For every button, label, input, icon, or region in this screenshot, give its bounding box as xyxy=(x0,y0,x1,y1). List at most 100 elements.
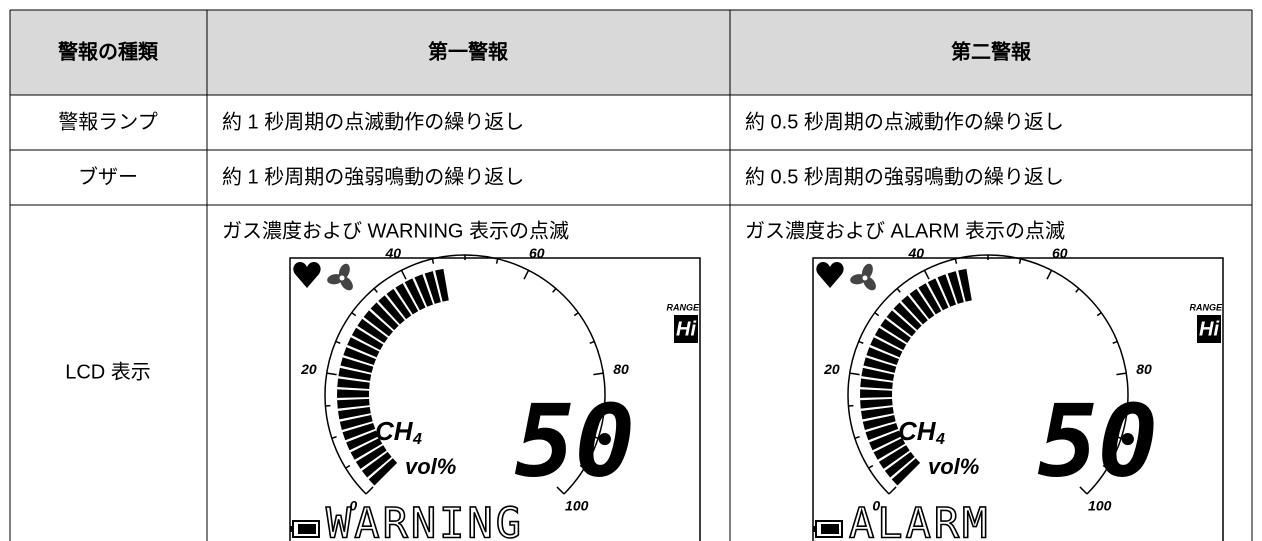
gauge-segment xyxy=(901,295,928,325)
scale-label: 80 xyxy=(1136,361,1152,377)
gauge-tick xyxy=(874,312,880,317)
cell-text: 約 1 秒周期の強弱鳴動の繰り返し xyxy=(222,165,524,188)
gauge-segment xyxy=(340,357,374,373)
gauge-segment xyxy=(363,310,393,337)
header-cell: 第二警報 xyxy=(951,39,1032,63)
gauge-segment xyxy=(880,318,911,344)
gauge-segment xyxy=(337,378,370,389)
gauge-segment xyxy=(346,430,379,451)
header-background xyxy=(10,10,1252,95)
reading: 50 xyxy=(1038,382,1158,499)
gauge-segment xyxy=(386,288,412,320)
gauge-segment xyxy=(860,398,893,409)
gauge-segment xyxy=(357,318,388,344)
gas-subscript: 4 xyxy=(412,431,422,448)
gauge-tick xyxy=(593,436,599,439)
gauge-segment xyxy=(927,278,949,311)
battery-tip xyxy=(813,526,816,532)
gauge-segment xyxy=(395,283,419,315)
gauge-segment xyxy=(862,415,896,430)
gauge-tick xyxy=(849,372,860,376)
gauge-tick xyxy=(1018,258,1022,264)
gauge-segment xyxy=(869,430,902,451)
gauge-segment xyxy=(339,415,373,430)
cell-text: 約 0.5 秒周期の点滅動作の繰り返し xyxy=(745,110,1064,133)
gauge-tick xyxy=(431,258,435,264)
battery-tip xyxy=(290,526,293,532)
range-value: Hi xyxy=(676,318,696,340)
fan-blade xyxy=(338,263,350,280)
gauge-tick xyxy=(1046,269,1053,280)
gas-subscript: 4 xyxy=(935,431,945,448)
gauge-segment xyxy=(343,347,376,366)
gauge-tick xyxy=(335,340,341,345)
gauge-segment xyxy=(424,271,441,304)
row-label: ブザー xyxy=(78,164,138,188)
gauge-tick xyxy=(954,258,958,264)
gauge-segment xyxy=(866,347,899,366)
gauge-segment xyxy=(909,288,935,320)
gauge-tick xyxy=(854,436,860,439)
scale-label: 60 xyxy=(1052,245,1068,261)
status-text: WARNING xyxy=(326,499,524,541)
fan-blade xyxy=(861,263,873,280)
range-label: RANGE xyxy=(666,302,699,312)
gauge-segment xyxy=(860,389,893,398)
reading: 50 xyxy=(515,382,635,499)
gauge-segment xyxy=(361,451,392,478)
gauge-segment xyxy=(958,268,972,302)
gauge-tick xyxy=(896,288,901,293)
lcd-display: 0 20 40 60 80 100 RANGE Hi CH 4 50 vol% WARNING xyxy=(289,245,701,541)
gauge-tick xyxy=(523,269,530,280)
gauge-segment xyxy=(355,445,387,469)
gauge-tick xyxy=(351,312,357,317)
cell-text: 約 0.5 秒周期の強弱鳴動の繰り返し xyxy=(745,165,1064,188)
gauge-tick xyxy=(345,464,351,469)
gauge-segment xyxy=(350,438,383,460)
gas-name: CH xyxy=(375,416,414,446)
fan-blade xyxy=(327,274,344,285)
range-box xyxy=(674,315,698,343)
gauge-tick xyxy=(365,486,374,495)
gauge-segment xyxy=(337,398,370,409)
gauge-segment xyxy=(878,445,910,469)
table-grid xyxy=(9,9,1253,541)
gauge-segment xyxy=(368,458,398,486)
gauge-segment xyxy=(865,422,899,441)
battery-level xyxy=(298,524,316,534)
gauge-segment xyxy=(918,283,942,315)
gauge-segment xyxy=(351,327,384,351)
gauge-segment xyxy=(378,295,405,325)
status-text: ALARM xyxy=(849,499,990,541)
range-box xyxy=(1197,315,1221,343)
gauge-segment xyxy=(338,367,372,381)
battery-level xyxy=(821,524,839,534)
gauge-segment xyxy=(347,337,380,358)
gauge-tick xyxy=(1116,436,1122,439)
row-label: LCD 表示 xyxy=(65,360,151,383)
scale-label: 60 xyxy=(529,245,545,261)
unit: vol% xyxy=(928,454,979,479)
fan-icon xyxy=(850,263,876,291)
gauge-segment xyxy=(404,278,426,311)
scale-label: 40 xyxy=(907,245,924,261)
gauge-tick xyxy=(1079,486,1088,495)
gauge-tick xyxy=(573,312,579,317)
scale-label: 100 xyxy=(1088,497,1112,513)
header-cell: 警報の種類 xyxy=(58,39,159,63)
gauge-tick xyxy=(400,269,407,280)
unit: vol% xyxy=(405,454,456,479)
gauge-segment xyxy=(873,438,906,460)
fan-blade xyxy=(850,274,867,285)
gauge-tick xyxy=(868,464,874,469)
gauge-segment xyxy=(861,407,894,420)
gauge-tick xyxy=(331,436,337,439)
gauge-segment xyxy=(338,407,371,420)
lcd-display: 0 20 40 60 80 100 RANGE Hi CH 4 50 vol% ALARM xyxy=(812,245,1224,541)
range-value: Hi xyxy=(1199,318,1219,340)
gas-name: CH xyxy=(898,416,937,446)
gauge-segment xyxy=(884,451,915,478)
header-cell: 第一警報 xyxy=(428,39,509,63)
gauge-tick xyxy=(1102,464,1108,469)
